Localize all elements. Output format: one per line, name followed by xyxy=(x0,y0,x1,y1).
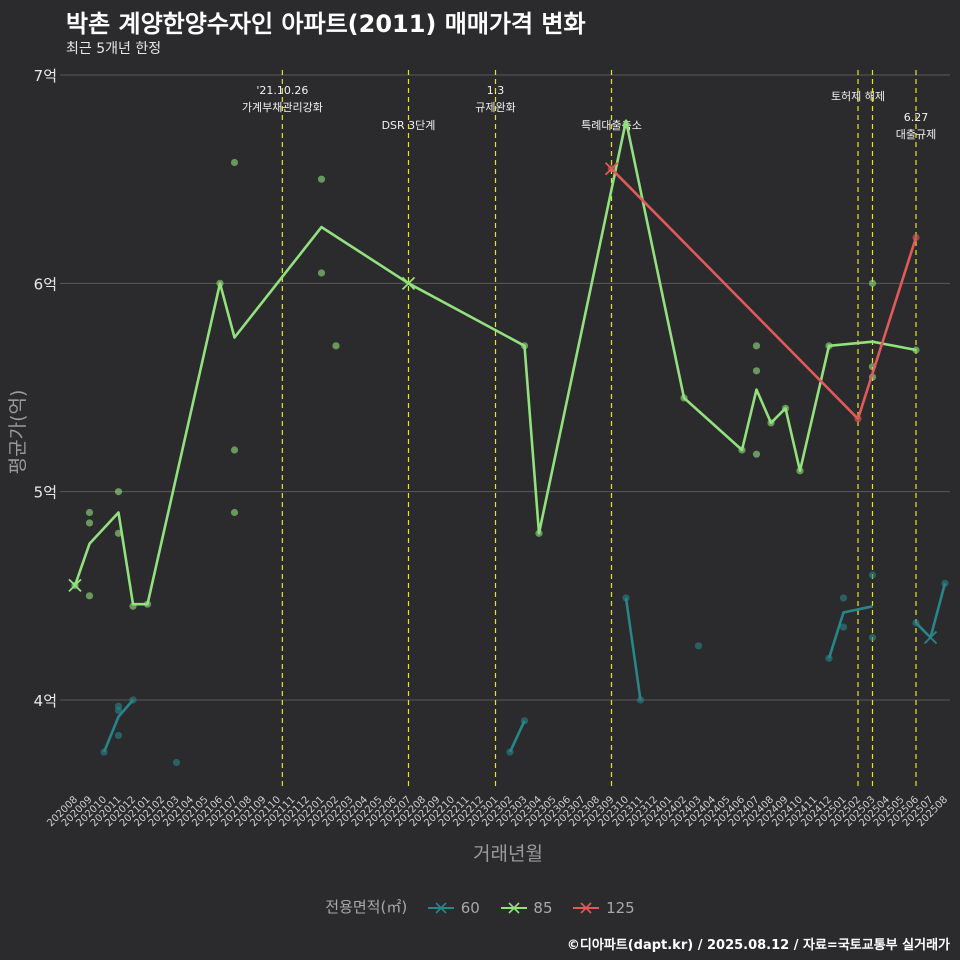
data-point-85 xyxy=(230,158,239,167)
data-point-85 xyxy=(752,450,761,458)
legend-key-85 xyxy=(500,902,527,914)
event-label: 규제완화 xyxy=(475,101,515,114)
series-marker-85 xyxy=(401,276,416,290)
source-caption: ©디아파트(dapt.kr) / 2025.08.12 / 자료=국토교통부 실… xyxy=(566,938,950,953)
series-line-60 xyxy=(827,605,873,659)
data-point-85 xyxy=(317,269,326,277)
legend-label-85: 85 xyxy=(533,898,553,917)
data-point-85 xyxy=(230,446,239,454)
y-tick-label: 5억 xyxy=(34,484,57,502)
legend-label-60: 60 xyxy=(460,898,480,917)
series-line-85 xyxy=(73,119,917,606)
data-point-85 xyxy=(85,519,94,527)
chart-title: 박촌 계양한양수자인 아파트(2011) 매매가격 변화 xyxy=(66,10,586,38)
data-point-60 xyxy=(694,642,703,650)
event-label: '21.10.26 xyxy=(256,84,308,97)
event-label: 6.27 xyxy=(904,111,929,124)
data-point-60 xyxy=(114,731,123,740)
event-label: 토허제 해제 xyxy=(831,89,885,103)
series-line-60 xyxy=(102,699,134,753)
series-line-60 xyxy=(508,720,526,753)
data-point-60 xyxy=(114,706,123,715)
legend-title: 전용면적(㎡) xyxy=(325,898,408,916)
event-label: DSR 3단계 xyxy=(382,119,436,132)
legend-item-125: 125 xyxy=(571,898,635,917)
y-axis-title: 평균가(억) xyxy=(7,390,29,475)
series-marker-60 xyxy=(923,630,938,645)
series-line-125 xyxy=(610,167,918,421)
legend-item-60: 60 xyxy=(426,899,480,917)
legend-key-60 xyxy=(427,902,454,914)
legend: 전용면적(㎡) 60 85 125 xyxy=(0,896,960,917)
event-label: 대출규제 xyxy=(896,128,936,141)
series-marker-85 xyxy=(68,578,82,593)
data-point-85 xyxy=(752,367,761,375)
event-label: 가계부채관리강화 xyxy=(242,101,323,114)
data-point-85 xyxy=(85,592,94,600)
data-point-60 xyxy=(172,758,181,767)
data-point-60 xyxy=(868,633,877,642)
data-point-60 xyxy=(839,594,848,602)
data-point-60 xyxy=(868,571,877,579)
series-line-60 xyxy=(915,582,947,639)
data-point-60 xyxy=(839,623,848,631)
series-marker-125 xyxy=(604,162,619,176)
y-tick-label: 6억 xyxy=(34,275,57,293)
data-point-85 xyxy=(317,175,326,183)
legend-key-125 xyxy=(573,902,600,914)
series-line-60 xyxy=(624,597,642,701)
data-point-85 xyxy=(868,279,877,287)
data-point-85 xyxy=(85,508,94,517)
data-point-85 xyxy=(230,508,239,517)
data-point-85 xyxy=(332,342,340,350)
x-axis-title: 거래년월 xyxy=(473,843,543,865)
event-label: 특례대출축소 xyxy=(581,119,642,132)
chart-subtitle: 최근 5개년 한정 xyxy=(66,41,162,57)
event-label: 1.3 xyxy=(487,84,505,97)
legend-label-125: 125 xyxy=(606,898,635,917)
y-tick-label: 4억 xyxy=(34,692,57,710)
data-point-85 xyxy=(752,342,761,350)
y-tick-label: 7억 xyxy=(34,67,57,85)
legend-item-85: 85 xyxy=(499,899,553,917)
data-point-85 xyxy=(114,488,123,496)
